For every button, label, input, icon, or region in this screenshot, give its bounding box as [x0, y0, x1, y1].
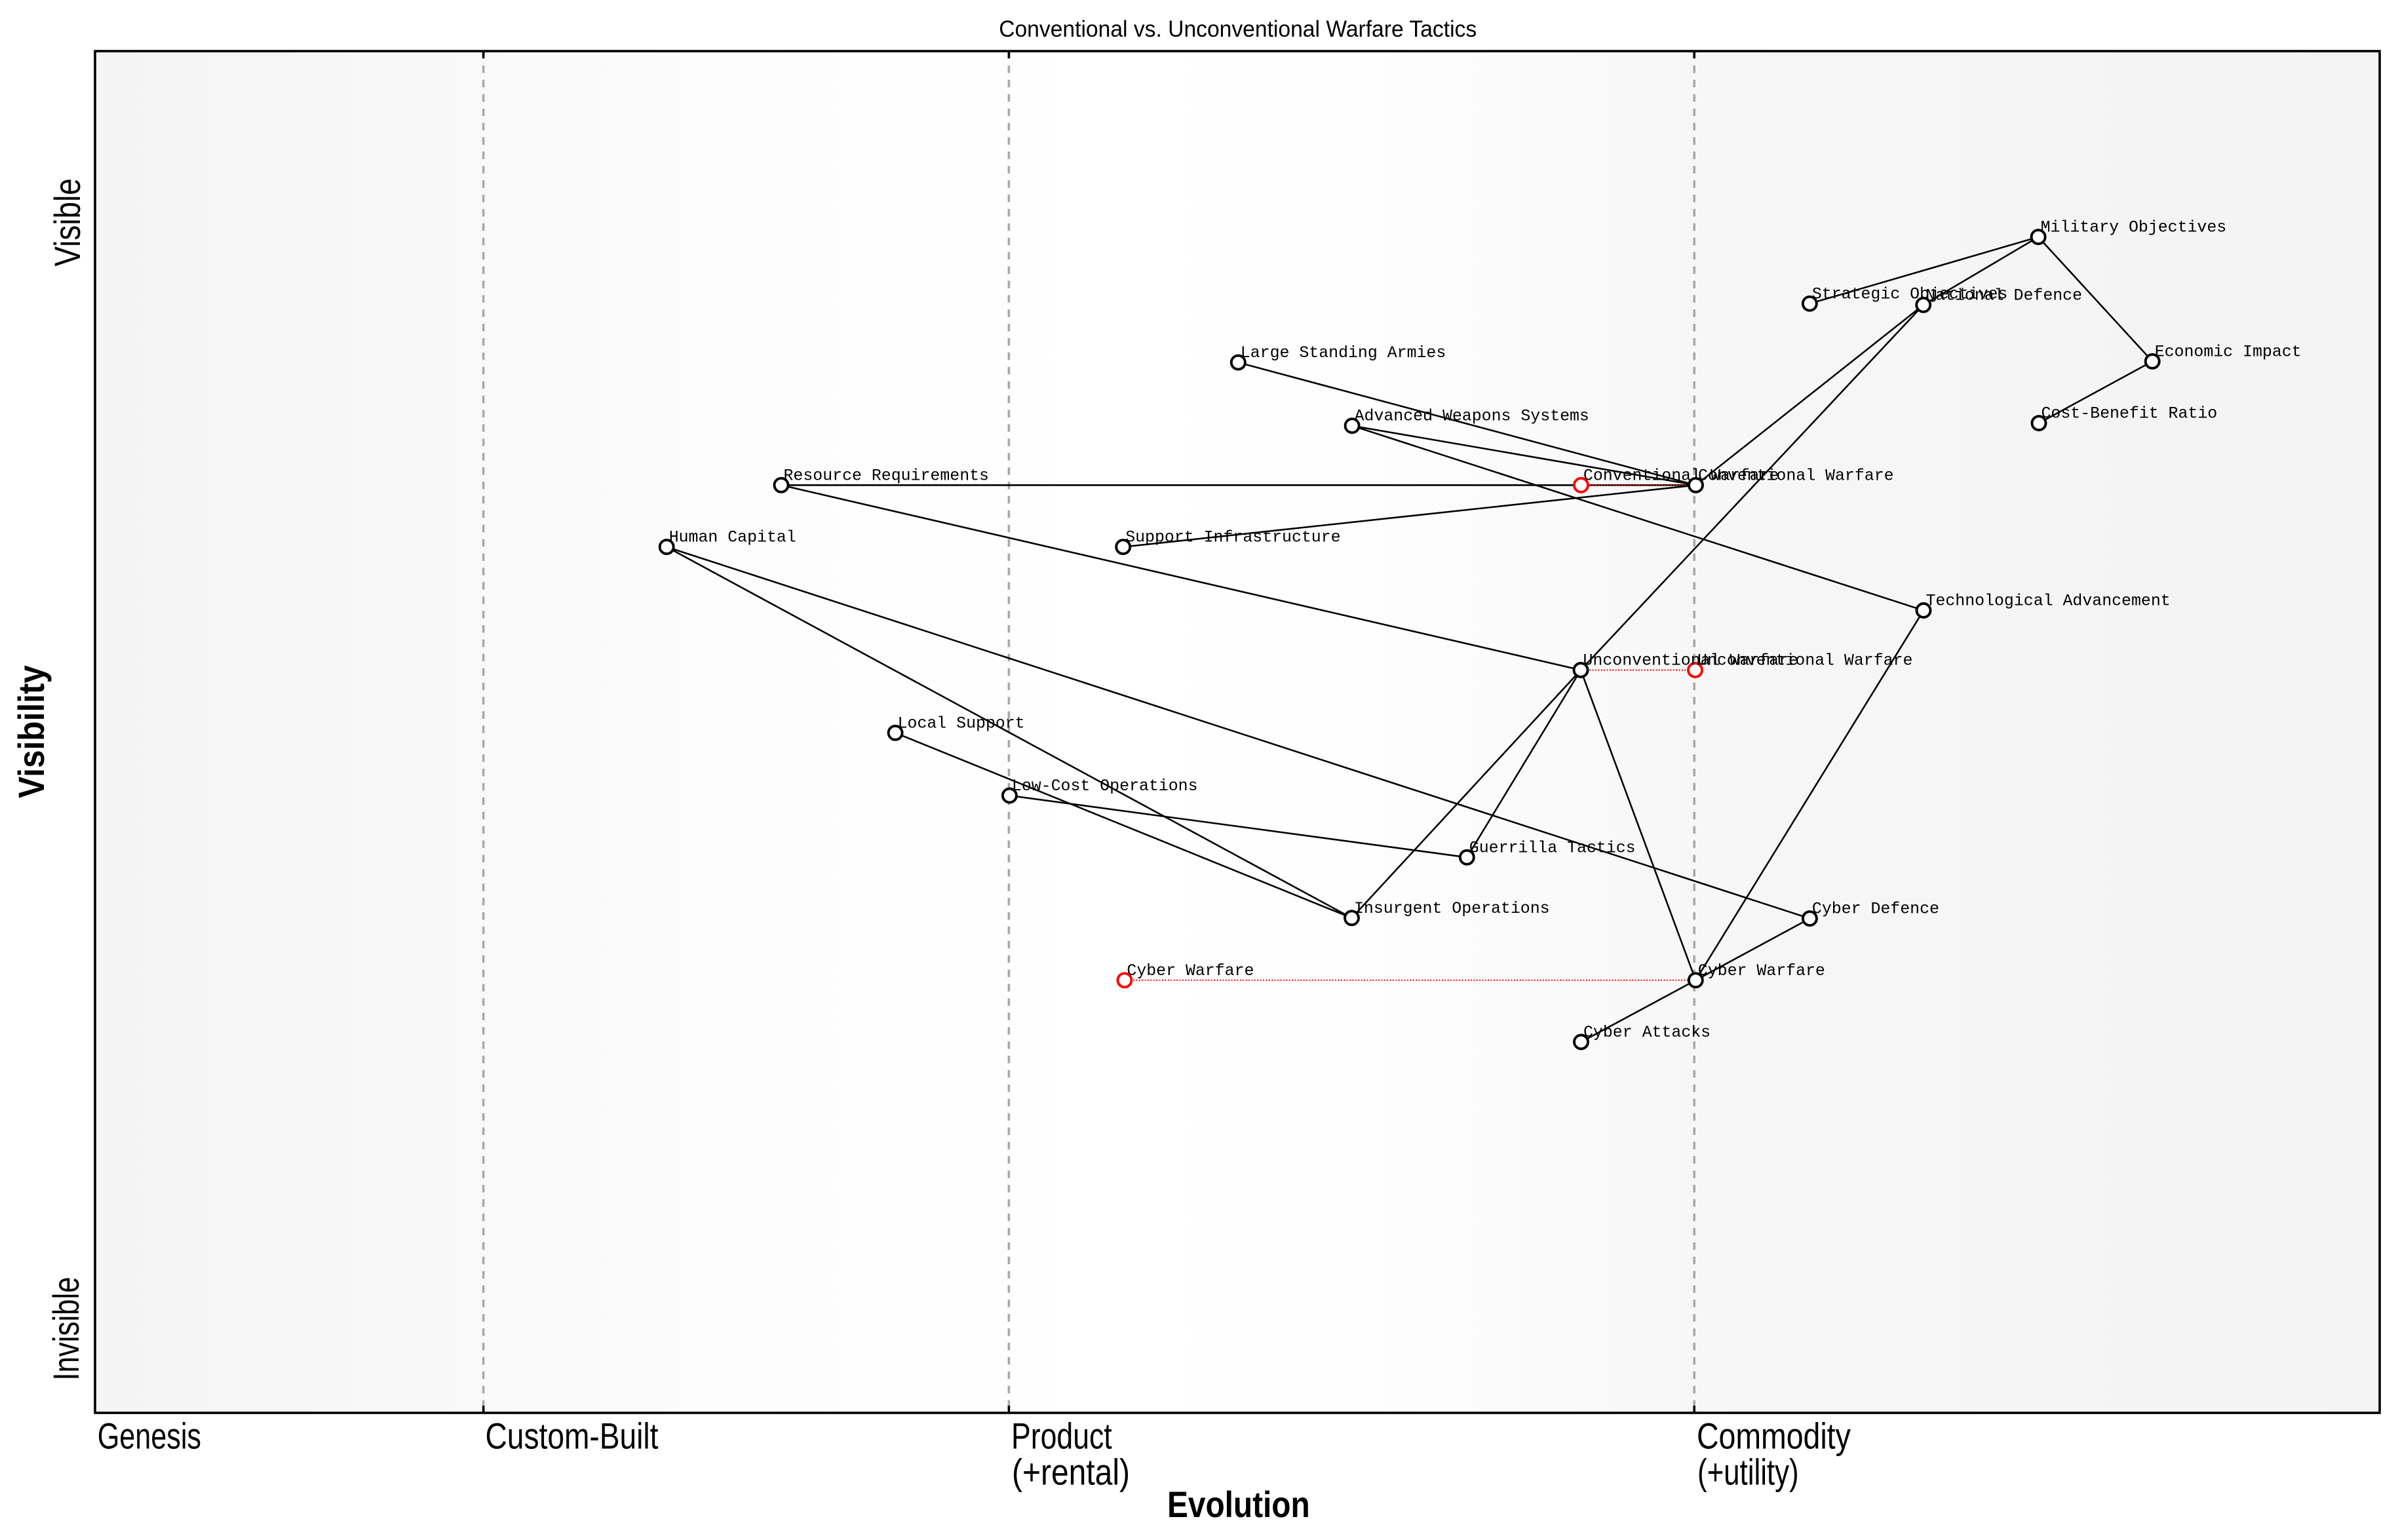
svg-text:Visible: Visible	[47, 178, 88, 267]
svg-text:Cyber Attacks: Cyber Attacks	[1583, 1024, 1711, 1042]
svg-text:Product: Product	[1011, 1415, 1112, 1457]
svg-text:(+utility): (+utility)	[1697, 1452, 1799, 1493]
svg-text:Custom-Built: Custom-Built	[486, 1415, 659, 1457]
svg-text:Military Objectives: Military Objectives	[2041, 219, 2227, 237]
svg-text:Low-Cost Operations: Low-Cost Operations	[1012, 777, 1198, 796]
svg-text:Evolution: Evolution	[1167, 1484, 1310, 1525]
svg-text:Support Infrastructure: Support Infrastructure	[1125, 529, 1340, 547]
svg-text:Visibility: Visibility	[10, 665, 52, 798]
svg-text:Cyber Warfare: Cyber Warfare	[1127, 962, 1254, 980]
svg-text:Strategic Objectives: Strategic Objectives	[1812, 285, 2008, 303]
svg-text:Large Standing Armies: Large Standing Armies	[1241, 344, 1446, 362]
svg-text:Conventional Warfare: Conventional Warfare	[1583, 467, 1779, 485]
svg-text:Unconventional Warfare: Unconventional Warfare	[1583, 652, 1798, 670]
svg-text:Unconventional Warfare: Unconventional Warfare	[1697, 652, 1912, 670]
svg-text:(+rental): (+rental)	[1012, 1452, 1130, 1493]
svg-text:Guerrilla Tactics: Guerrilla Tactics	[1469, 839, 1636, 857]
svg-text:Cost-Benefit Ratio: Cost-Benefit Ratio	[2042, 405, 2218, 423]
svg-text:Human Capital: Human Capital	[669, 529, 796, 547]
svg-text:Local Support: Local Support	[898, 714, 1025, 733]
svg-text:Insurgent Operations: Insurgent Operations	[1354, 900, 1550, 918]
svg-text:Cyber Defence: Cyber Defence	[1812, 900, 1939, 919]
svg-text:Advanced Weapons Systems: Advanced Weapons Systems	[1355, 408, 1589, 426]
svg-text:National Defence: National Defence	[1926, 286, 2082, 305]
svg-text:Conventional Warfare: Conventional Warfare	[1698, 467, 1894, 485]
svg-text:Technological Advancement: Technological Advancement	[1926, 592, 2171, 611]
svg-text:Economic Impact: Economic Impact	[2155, 343, 2302, 361]
svg-text:Cyber Warfare: Cyber Warfare	[1698, 962, 1825, 980]
svg-text:Genesis: Genesis	[98, 1415, 201, 1457]
svg-text:Invisible: Invisible	[45, 1277, 87, 1380]
svg-text:Conventional vs. Unconventiona: Conventional vs. Unconventional Warfare …	[999, 16, 1477, 42]
svg-text:Resource Requirements: Resource Requirements	[784, 467, 989, 485]
svg-text:Commodity: Commodity	[1697, 1415, 1851, 1457]
